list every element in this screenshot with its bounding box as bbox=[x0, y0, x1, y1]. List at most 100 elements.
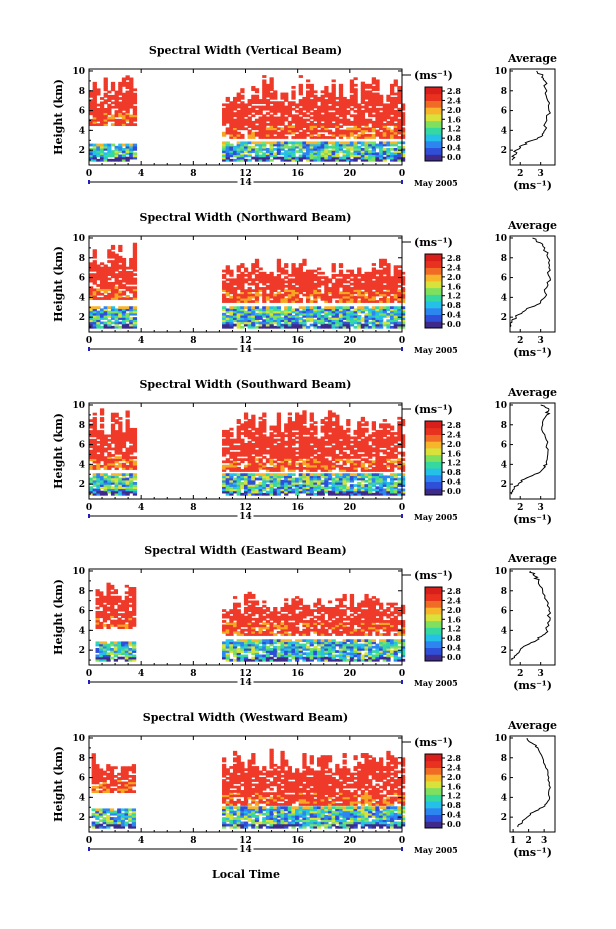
colorbar-swatch bbox=[425, 280, 442, 289]
heatmap-cell bbox=[316, 314, 322, 318]
heatmap-cell bbox=[382, 479, 387, 483]
heatmap-cell bbox=[346, 145, 351, 149]
heatmap-cell bbox=[269, 79, 274, 83]
heatmap-cell bbox=[353, 114, 358, 118]
heatmap-cell bbox=[382, 150, 387, 153]
heatmap-cell bbox=[346, 156, 351, 160]
heatmap-cell bbox=[276, 432, 282, 435]
heatmap-cell bbox=[291, 451, 296, 455]
heatmap-cell bbox=[386, 300, 391, 303]
heatmap-cell bbox=[92, 456, 97, 460]
heatmap-cell bbox=[132, 297, 138, 300]
heatmap-cell bbox=[309, 131, 314, 135]
heatmap-cell bbox=[262, 123, 267, 126]
heatmap-cell bbox=[99, 107, 105, 111]
heatmap-cell bbox=[324, 473, 329, 477]
heatmap-cell bbox=[298, 490, 303, 494]
colorbar-swatch bbox=[425, 140, 442, 149]
heatmap-cell bbox=[251, 432, 256, 435]
heatmap-cell bbox=[265, 133, 271, 137]
heatmap-cell bbox=[390, 143, 395, 147]
heatmap-cell bbox=[236, 319, 241, 323]
heatmap-cell bbox=[225, 127, 230, 131]
heatmap-cell bbox=[379, 312, 384, 316]
heatmap-cell bbox=[287, 442, 293, 446]
heatmap-cell bbox=[262, 96, 267, 100]
heatmap-cell bbox=[390, 300, 395, 303]
heatmap-cell bbox=[309, 425, 314, 429]
heatmap-cell bbox=[349, 484, 355, 487]
heatmap-cell bbox=[306, 436, 311, 440]
heatmap-cell bbox=[386, 469, 391, 472]
heatmap-cell bbox=[302, 258, 307, 262]
heatmap-cell bbox=[368, 154, 373, 158]
heatmap-cell bbox=[125, 492, 130, 496]
heatmap-cell bbox=[132, 492, 138, 496]
heatmap-cell bbox=[360, 150, 366, 153]
heatmap-cell bbox=[400, 436, 406, 440]
heatmap-cell bbox=[236, 125, 241, 128]
heatmap-cell bbox=[349, 300, 355, 303]
heatmap-cell bbox=[118, 123, 123, 127]
heatmap-cell bbox=[110, 292, 116, 296]
heatmap-cell bbox=[309, 152, 314, 156]
heatmap-cell bbox=[306, 464, 311, 468]
heatmap-cell bbox=[258, 449, 263, 453]
heatmap-cell bbox=[291, 269, 296, 273]
avg-x-label: (ms⁻¹) bbox=[513, 179, 552, 192]
heatmap-cell bbox=[390, 90, 395, 94]
heatmap-cell bbox=[99, 477, 105, 481]
heatmap-cell bbox=[232, 120, 238, 124]
heatmap-cell bbox=[103, 154, 108, 158]
heatmap-cell bbox=[129, 430, 134, 433]
heatmap-cell bbox=[368, 449, 373, 453]
heatmap-cell bbox=[125, 156, 130, 160]
heatmap-cell bbox=[107, 273, 112, 276]
heatmap-cell bbox=[114, 451, 119, 455]
heatmap-cell bbox=[291, 477, 296, 481]
heatmap-cell bbox=[225, 118, 230, 122]
heatmap-cell bbox=[107, 456, 112, 460]
heatmap-cell bbox=[327, 120, 333, 124]
heatmap-cell bbox=[346, 312, 351, 316]
heatmap-cell bbox=[276, 423, 282, 427]
heatmap-cell bbox=[324, 154, 329, 158]
heatmap-cell bbox=[306, 105, 311, 109]
heatmap-cell bbox=[368, 287, 373, 290]
heatmap-cell bbox=[229, 131, 234, 135]
heatmap-cell bbox=[129, 123, 134, 127]
heatmap-cell bbox=[132, 310, 138, 314]
heatmap-cell bbox=[125, 143, 130, 147]
heatmap-cell bbox=[265, 479, 271, 483]
heatmap-cell bbox=[280, 451, 285, 455]
heatmap-cell bbox=[118, 118, 123, 122]
heatmap-cell bbox=[346, 423, 351, 427]
heatmap-cell bbox=[364, 147, 369, 151]
heatmap-cell bbox=[320, 460, 325, 464]
heatmap-cell bbox=[371, 86, 376, 89]
heatmap-cell bbox=[232, 445, 238, 448]
heatmap-cell bbox=[129, 438, 134, 442]
heatmap-cell bbox=[360, 306, 366, 310]
heatmap-cell bbox=[132, 462, 138, 466]
heatmap-cell bbox=[291, 120, 296, 124]
heatmap-cell bbox=[251, 265, 256, 269]
heatmap-cell bbox=[306, 488, 311, 492]
heatmap-cell bbox=[327, 99, 333, 102]
heatmap-cell bbox=[313, 158, 318, 162]
heatmap-cell bbox=[298, 263, 303, 266]
heatmap-cell bbox=[118, 260, 123, 263]
heatmap-cell bbox=[331, 152, 336, 156]
heatmap-cell bbox=[368, 271, 373, 275]
heatmap-cell bbox=[103, 88, 108, 92]
heatmap-cell bbox=[397, 109, 402, 113]
heatmap-cell bbox=[390, 451, 395, 455]
heatmap-cell bbox=[251, 295, 256, 299]
heatmap-cell bbox=[269, 131, 274, 135]
heatmap-cell bbox=[269, 127, 274, 131]
heatmap-cell bbox=[103, 458, 108, 462]
heatmap-cell bbox=[89, 479, 94, 483]
heatmap-cell bbox=[346, 492, 351, 496]
heatmap-cell bbox=[96, 321, 101, 325]
